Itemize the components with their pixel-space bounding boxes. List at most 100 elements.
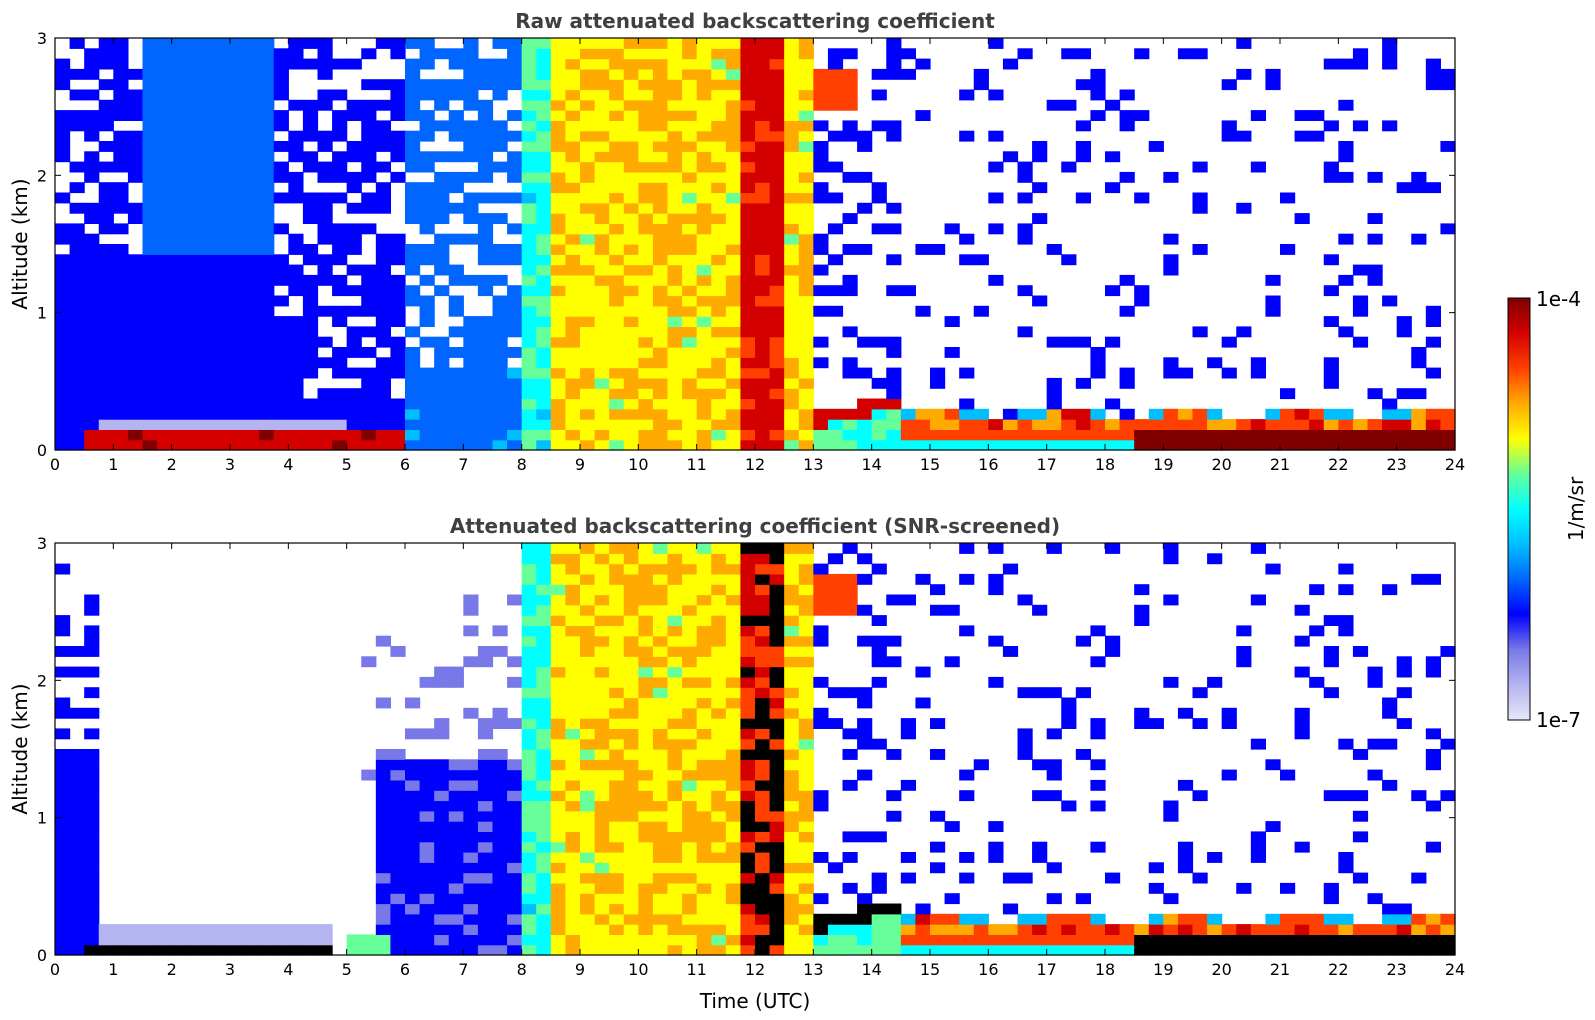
heatmap-cell (69, 274, 85, 286)
heatmap-cell (550, 398, 567, 410)
heatmap-cell (434, 728, 450, 740)
heatmap-cell (667, 944, 683, 956)
heatmap-cell (463, 357, 479, 369)
heatmap-cell (871, 738, 887, 750)
heatmap-cell (725, 367, 742, 379)
heatmap-cell (623, 882, 639, 894)
heatmap-cell (1309, 419, 1325, 430)
heatmap-cell (609, 604, 625, 616)
heatmap-cell (84, 357, 100, 369)
heatmap-cell (696, 274, 712, 286)
heatmap-cell (1075, 79, 1092, 91)
heatmap-cell (769, 718, 785, 729)
heatmap-cell (755, 676, 771, 688)
heatmap-cell (784, 563, 800, 575)
heatmap-cell (142, 141, 158, 152)
heatmap-cell (1207, 553, 1223, 565)
heatmap-cell (434, 779, 450, 791)
heatmap-cell (302, 398, 319, 410)
heatmap-cell (725, 893, 742, 905)
heatmap-cell (230, 99, 246, 111)
heatmap-cell (886, 68, 902, 80)
heatmap-cell (871, 872, 887, 884)
heatmap-cell (725, 419, 742, 430)
heatmap-cell (1002, 563, 1019, 575)
heatmap-cell (346, 110, 362, 121)
heatmap-cell (536, 646, 552, 657)
heatmap-cell (594, 316, 610, 327)
heatmap-cell (1017, 913, 1033, 925)
heatmap-cell (580, 563, 596, 575)
heatmap-cell (419, 779, 435, 791)
heatmap-cell (492, 821, 508, 832)
heatmap-cell (127, 347, 144, 358)
heatmap-cell (930, 419, 946, 430)
heatmap-cell (667, 718, 683, 729)
heatmap-cell (55, 790, 71, 802)
heatmap-cell (813, 89, 829, 101)
heatmap-cell (1338, 738, 1354, 750)
heatmap-cell (215, 192, 231, 204)
heatmap-cell (1440, 738, 1456, 750)
heatmap-cell (784, 254, 800, 266)
heatmap-cell (273, 934, 289, 946)
heatmap-cell (711, 852, 727, 863)
heatmap-cell (434, 285, 450, 297)
heatmap-cell (1061, 718, 1077, 729)
heatmap-cell (798, 769, 814, 781)
heatmap-cell (798, 563, 814, 575)
heatmap-cell (1177, 408, 1194, 420)
heatmap-cell (827, 419, 844, 430)
heatmap-cell (682, 903, 698, 915)
heatmap-cell (69, 68, 85, 80)
heatmap-cell (492, 924, 508, 935)
heatmap-cell (682, 553, 698, 565)
heatmap-cell (609, 357, 625, 369)
heatmap-cell (536, 903, 552, 915)
heatmap-cell (419, 58, 435, 70)
heatmap-cell (594, 573, 610, 585)
heatmap-cell (405, 913, 421, 925)
heatmap-cell (317, 161, 333, 173)
heatmap-cell (725, 38, 742, 49)
heatmap-cell (769, 543, 785, 554)
heatmap-cell (565, 38, 581, 49)
heatmap-cell (1148, 934, 1164, 946)
heatmap-cell (1440, 79, 1456, 91)
heatmap-cell (332, 316, 348, 327)
heatmap-cell (536, 882, 552, 894)
heatmap-cell (142, 161, 158, 173)
heatmap-cell (492, 749, 508, 760)
heatmap-cell (186, 305, 202, 317)
heatmap-cell (682, 439, 698, 451)
heatmap-cell (725, 171, 742, 183)
heatmap-cell (784, 543, 800, 554)
heatmap-cell (1367, 429, 1383, 441)
heatmap-cell (594, 68, 610, 80)
heatmap-cell (784, 161, 800, 173)
heatmap-cell (842, 573, 858, 585)
x-tick-label: 6 (400, 455, 410, 474)
heatmap-cell (55, 800, 71, 812)
heatmap-cell (696, 357, 712, 369)
heatmap-cell (682, 934, 698, 946)
heatmap-cell (1352, 264, 1369, 276)
heatmap-cell (302, 326, 319, 338)
heatmap-cell (507, 347, 523, 358)
heatmap-cell (507, 913, 523, 925)
heatmap-cell (1309, 130, 1325, 142)
heatmap-cell (521, 377, 537, 389)
heatmap-cell (477, 347, 494, 358)
heatmap-cell (959, 924, 975, 935)
heatmap-cell (405, 934, 421, 946)
heatmap-cell (667, 120, 683, 132)
heatmap-cell (696, 429, 712, 441)
heatmap-cell (667, 408, 683, 420)
heatmap-cell (1396, 656, 1412, 668)
heatmap-cell (113, 274, 129, 286)
heatmap-cell (69, 821, 85, 832)
heatmap-cell (507, 110, 523, 121)
heatmap-cell (915, 58, 931, 70)
heatmap-cell (332, 429, 348, 441)
heatmap-cell (623, 171, 639, 183)
